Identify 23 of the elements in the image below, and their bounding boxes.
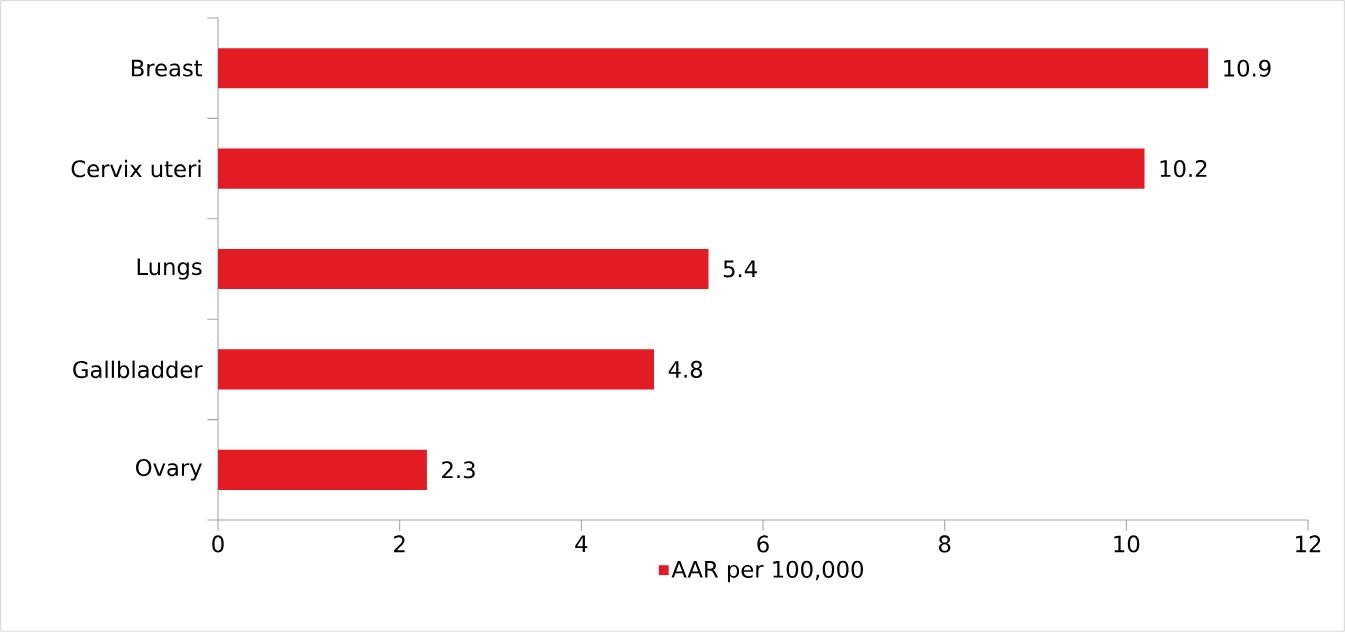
x-tick-label: 6 xyxy=(757,535,769,553)
bar xyxy=(218,449,427,490)
x-tick-label: 8 xyxy=(939,535,951,553)
y-tick-label: Ovary xyxy=(136,459,202,481)
bar xyxy=(218,248,709,290)
bar xyxy=(218,349,655,390)
y-tick-label: Lungs xyxy=(137,258,202,280)
x-tick-label: 12 xyxy=(1296,535,1321,553)
y-tick-label: Cervix uteri xyxy=(71,159,201,178)
y-tick-label: Gallbladder xyxy=(73,360,203,379)
data-label: 10.9 xyxy=(1224,59,1271,77)
x-tick-label: 2 xyxy=(394,535,405,553)
data-label: 2.3 xyxy=(442,461,475,479)
data-label: 10.2 xyxy=(1160,160,1207,178)
data-label: 4.8 xyxy=(668,360,703,378)
bar xyxy=(218,148,1145,189)
x-tick-label: 10 xyxy=(1114,535,1140,553)
x-tick-label: 4 xyxy=(575,535,588,552)
y-tick-label: Breast xyxy=(131,59,203,77)
x-tick-label: 0 xyxy=(212,535,224,553)
legend-label: AAR per 100,000 xyxy=(671,560,863,583)
bar xyxy=(218,48,1209,89)
data-label: 5.4 xyxy=(723,260,757,278)
